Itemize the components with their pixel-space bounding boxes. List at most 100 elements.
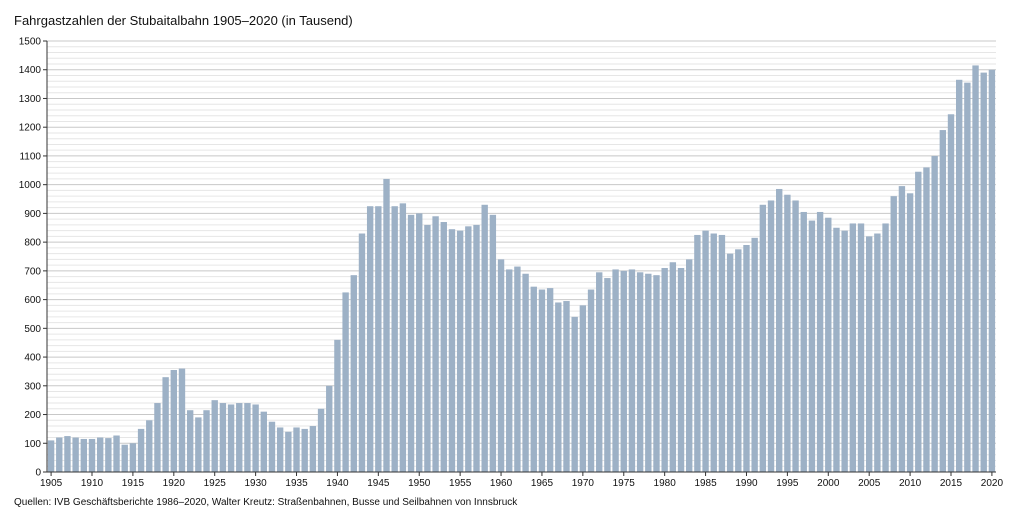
- bar-1970: [579, 305, 587, 472]
- bar-1942: [350, 275, 357, 472]
- x-tick-label: 1980: [654, 478, 677, 489]
- bar-1998: [808, 220, 816, 472]
- bar-1997: [800, 211, 807, 473]
- y-tick-label: 1400: [19, 65, 42, 76]
- x-tick-label: 2010: [899, 478, 922, 489]
- bar-2002: [841, 230, 848, 472]
- x-tick-label: 1970: [572, 478, 595, 489]
- bar-2019: [980, 72, 987, 473]
- x-tick-label: 1905: [40, 478, 63, 489]
- bar-1911: [96, 437, 104, 472]
- bar-2016: [955, 79, 963, 472]
- y-tick-label: 1100: [19, 151, 41, 162]
- bar-1930: [252, 404, 259, 472]
- bar-1967: [555, 302, 562, 472]
- bar-1910: [88, 438, 96, 472]
- bar-1945: [375, 206, 382, 472]
- y-tick-label: 1200: [19, 123, 42, 134]
- x-tick-label: 1995: [776, 478, 799, 489]
- y-tick-label: 100: [24, 439, 41, 450]
- bar-1944: [366, 206, 374, 472]
- bar-1949: [407, 214, 415, 472]
- bar-1918: [154, 403, 161, 472]
- bar-1961: [506, 269, 513, 472]
- bar-1940: [334, 339, 341, 472]
- y-tick-label: 300: [24, 381, 41, 392]
- x-tick-label: 2000: [817, 478, 840, 489]
- bar-1992: [759, 204, 767, 472]
- bar-1922: [186, 410, 194, 472]
- bar-1914: [121, 444, 128, 472]
- bar-1977: [636, 272, 644, 472]
- bar-1989: [735, 249, 742, 472]
- bar-1971: [587, 289, 595, 472]
- y-tick-label: 1300: [19, 94, 42, 105]
- bar-1928: [236, 403, 243, 472]
- bar-1932: [268, 421, 276, 472]
- bar-2010: [906, 193, 914, 472]
- bar-1920: [170, 369, 177, 472]
- bar-1927: [227, 404, 235, 472]
- bar-1908: [72, 437, 79, 472]
- bar-1984: [694, 234, 701, 472]
- bar-1999: [816, 211, 824, 473]
- bar-2017: [964, 82, 971, 472]
- bar-2009: [898, 186, 906, 472]
- bar-1941: [342, 292, 349, 472]
- bar-1916: [137, 428, 145, 472]
- x-tick-label: 1960: [490, 478, 513, 489]
- bar-1978: [645, 273, 652, 472]
- bar-1995: [784, 194, 791, 472]
- bar-1987: [718, 234, 726, 472]
- x-tick-label: 1925: [204, 478, 227, 489]
- bar-1919: [162, 377, 169, 472]
- bar-1933: [276, 427, 284, 472]
- bar-1929: [244, 403, 251, 472]
- x-tick-labels: 1905 1910 1915 1920 1925 1930 1935 1940 1945 1950…: [40, 478, 1004, 489]
- bar-1925: [211, 400, 218, 472]
- bar-2012: [923, 167, 930, 472]
- bar-2013: [931, 155, 938, 472]
- bar-2014: [939, 130, 947, 472]
- bar-1993: [767, 200, 775, 472]
- bar-1905: [47, 440, 55, 472]
- bar-1954: [448, 229, 456, 472]
- bar-1962: [514, 266, 521, 472]
- bar-1938: [317, 408, 325, 472]
- bar-2000: [825, 217, 832, 472]
- source-note: Quellen: IVB Geschäftsberichte 1986–2020…: [14, 497, 518, 508]
- x-tick-label: 2005: [858, 478, 881, 489]
- bar-2011: [915, 171, 922, 472]
- bar-2008: [890, 196, 897, 472]
- bar-1906: [56, 437, 63, 472]
- bar-1972: [596, 272, 603, 472]
- bar-1936: [301, 428, 308, 472]
- bar-1926: [219, 403, 227, 472]
- axes: [43, 40, 996, 476]
- bar-1974: [612, 269, 619, 472]
- bar-2003: [849, 223, 857, 472]
- bar-1976: [628, 269, 636, 472]
- bar-1913: [113, 435, 120, 472]
- bar-1950: [416, 213, 423, 472]
- bar-1939: [326, 385, 333, 472]
- bar-1964: [530, 286, 537, 472]
- bar-2005: [866, 236, 873, 472]
- x-tick-label: 1990: [735, 478, 758, 489]
- x-tick-label: 1945: [367, 478, 390, 489]
- bar-1947: [391, 206, 398, 472]
- bar-1994: [776, 188, 783, 472]
- bar-1909: [80, 438, 88, 472]
- y-tick-label: 800: [24, 238, 41, 249]
- bar-1917: [146, 420, 153, 472]
- bar-1956: [465, 226, 472, 472]
- y-tick-label: 700: [24, 266, 41, 277]
- bar-2004: [857, 223, 865, 472]
- y-tick-label: 0: [35, 468, 41, 479]
- y-tick-label: 1000: [19, 180, 42, 191]
- x-tick-label: 1920: [163, 478, 186, 489]
- bar-1991: [751, 237, 758, 472]
- bar-1946: [383, 178, 390, 473]
- bar-1924: [203, 410, 210, 472]
